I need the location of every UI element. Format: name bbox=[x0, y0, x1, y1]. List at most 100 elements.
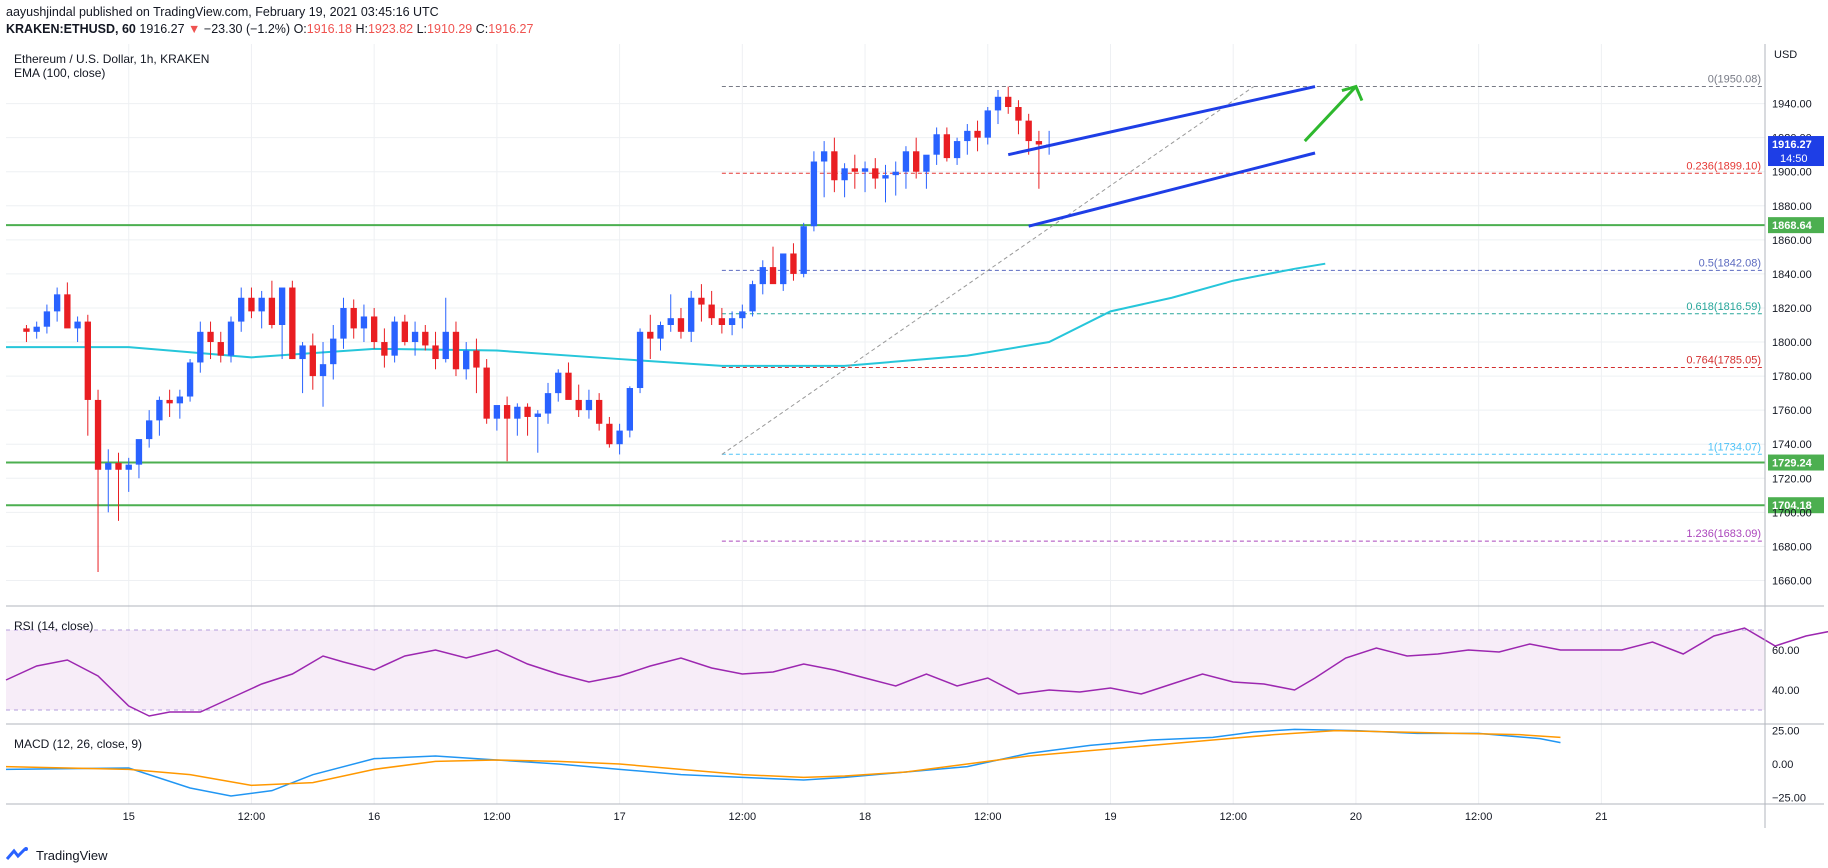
candle-body bbox=[186, 362, 194, 397]
macd-tick-label: 25.00 bbox=[1772, 726, 1800, 738]
down-triangle-icon: ▼ bbox=[188, 22, 201, 36]
candle-body bbox=[166, 399, 173, 404]
time-tick-label: 18 bbox=[859, 811, 871, 823]
support-price-tag bbox=[1768, 454, 1824, 471]
price-change: −23.30 (−1.2%) bbox=[203, 22, 291, 36]
price-tick-label: 1860.00 bbox=[1772, 235, 1812, 247]
candle-body bbox=[923, 154, 930, 172]
price-tick-label: 1720.00 bbox=[1772, 473, 1812, 485]
frame bbox=[6, 44, 1824, 828]
rsi-legend: RSI (14, close) bbox=[14, 619, 94, 633]
candle-body bbox=[677, 318, 685, 332]
candle-body bbox=[370, 316, 378, 343]
candle-body bbox=[289, 287, 296, 360]
time-tick-label: 12:00 bbox=[1219, 811, 1247, 823]
low-label: L: bbox=[416, 22, 428, 36]
candle-body bbox=[483, 367, 490, 419]
price-tick-label: 1660.00 bbox=[1772, 575, 1812, 587]
macd-tick-label: 0.00 bbox=[1772, 759, 1793, 771]
candle-body bbox=[23, 328, 30, 332]
candle-body bbox=[1025, 120, 1032, 142]
candle-body bbox=[340, 307, 347, 339]
support-price-label: 1868.64 bbox=[1772, 220, 1813, 232]
footer-brand[interactable]: TradingView bbox=[36, 848, 108, 863]
candle-body bbox=[585, 399, 593, 411]
fib-level-label: 0(1950.08) bbox=[1708, 73, 1761, 85]
fib-level-label: 1(1734.07) bbox=[1708, 441, 1761, 453]
candle-body bbox=[769, 267, 777, 285]
fib-level-label: 1.236(1683.09) bbox=[1686, 528, 1761, 540]
time-tick-label: 12:00 bbox=[974, 811, 1002, 823]
candle-body bbox=[831, 151, 838, 181]
candle-body bbox=[728, 318, 736, 325]
candle-body bbox=[381, 342, 388, 356]
price-tick-label: 1700.00 bbox=[1772, 507, 1812, 519]
candle-body bbox=[463, 350, 470, 370]
candle-body bbox=[299, 345, 306, 360]
candle-body bbox=[964, 130, 971, 142]
drawings bbox=[721, 84, 1364, 455]
candle-body bbox=[933, 134, 940, 155]
candle-body bbox=[197, 331, 204, 363]
support-price-tag bbox=[1768, 497, 1824, 514]
candle-body bbox=[105, 462, 112, 470]
candle-body bbox=[309, 345, 316, 377]
price-tick-label: 1800.00 bbox=[1772, 337, 1812, 349]
candle-body bbox=[718, 318, 726, 325]
candle-body bbox=[759, 267, 766, 285]
price-tick-label: 1880.00 bbox=[1772, 201, 1812, 213]
candle-body bbox=[442, 331, 449, 360]
time-tick-label: 19 bbox=[1104, 811, 1116, 823]
price-tick-label: 1680.00 bbox=[1772, 541, 1812, 553]
candle-body bbox=[53, 294, 61, 312]
fib-level-label: 0.618(1816.59) bbox=[1686, 301, 1761, 313]
candle-body bbox=[278, 287, 286, 325]
price-tick-label: 1740.00 bbox=[1772, 439, 1812, 451]
candle-body bbox=[432, 345, 439, 360]
axes: 1660.00 1680.00 1700.00 1720.00 1740.00 1760.… bbox=[123, 49, 1824, 823]
tradingview-logo-icon[interactable] bbox=[5, 847, 30, 864]
candle-body bbox=[820, 151, 828, 162]
candle-body bbox=[616, 430, 623, 445]
rsi-line bbox=[5, 627, 1828, 717]
candle-body bbox=[1005, 96, 1012, 108]
price-tick-label: 1900.00 bbox=[1772, 167, 1812, 179]
candle-body bbox=[698, 297, 705, 305]
candle-body bbox=[84, 321, 91, 400]
channel-upper-line bbox=[1007, 85, 1316, 157]
candle-body bbox=[33, 326, 40, 332]
candle-body bbox=[43, 311, 51, 327]
channel-lower-line bbox=[1028, 151, 1316, 228]
candle-body bbox=[688, 297, 695, 332]
candle-body bbox=[974, 130, 981, 138]
price-tick-label: 1760.00 bbox=[1772, 405, 1812, 417]
support-price-label: 1729.24 bbox=[1772, 458, 1813, 470]
candle-body bbox=[238, 297, 245, 322]
candle-body bbox=[739, 311, 746, 319]
fibonacci-retracement: 0(1950.08) 0.236(1899.10) 0.5(1842.08) 0.61… bbox=[721, 73, 1765, 542]
open-value: 1916.18 bbox=[306, 22, 352, 36]
candle-body bbox=[565, 372, 572, 400]
macd-tick-label: −25.00 bbox=[1772, 792, 1806, 804]
time-tick-label: 12:00 bbox=[238, 811, 266, 823]
candle-body bbox=[606, 423, 613, 445]
symbol-label: KRAKEN:ETHUSD, 60 bbox=[6, 22, 136, 36]
candle-body bbox=[790, 253, 797, 274]
candle-body bbox=[749, 284, 756, 312]
time-tick-label: 12:00 bbox=[729, 811, 757, 823]
candle-body bbox=[135, 439, 143, 465]
candle-body bbox=[227, 321, 235, 356]
candle-body bbox=[125, 464, 132, 470]
ema-100-line bbox=[6, 262, 1326, 367]
candle-body bbox=[452, 331, 460, 370]
candle-body bbox=[422, 331, 429, 346]
candle-body bbox=[555, 372, 562, 394]
arrow-head bbox=[1341, 84, 1364, 102]
candle-body bbox=[64, 294, 71, 329]
price-tick-label: 1840.00 bbox=[1772, 269, 1812, 281]
candle-body bbox=[360, 316, 368, 329]
time-tick-label: 12:00 bbox=[1465, 811, 1493, 823]
time-tick-label: 15 bbox=[123, 811, 135, 823]
candle-body bbox=[636, 331, 644, 389]
